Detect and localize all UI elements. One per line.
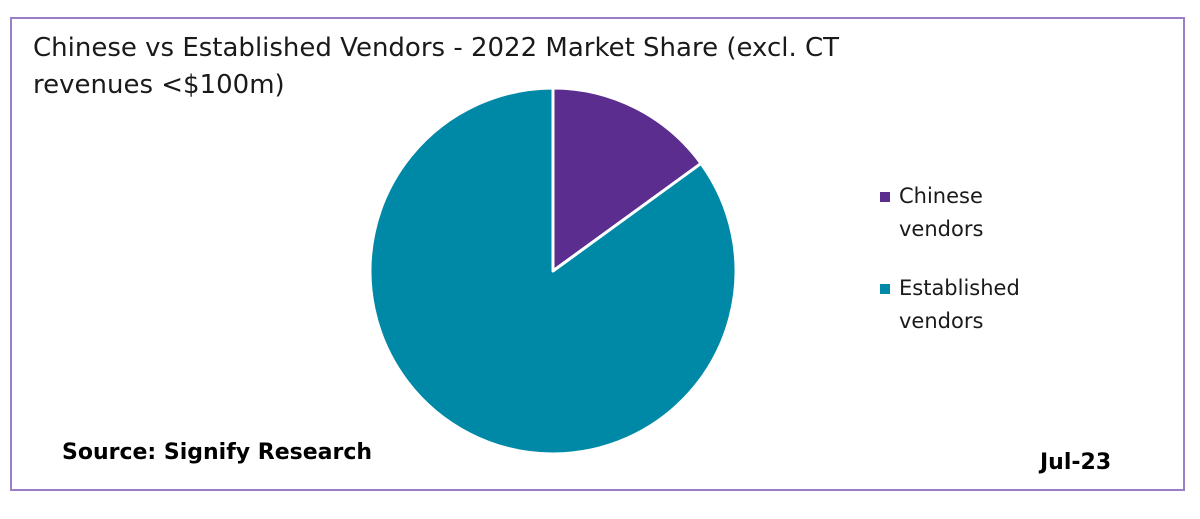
legend-swatch-chinese-vendors [880,192,890,202]
pie-slices [368,86,738,456]
legend-item-chinese-vendors: Chinese vendors [880,180,1059,246]
chart-title: Chinese vs Established Vendors - 2022 Ma… [33,33,840,100]
legend-label-chinese-vendors: Chinese vendors [899,184,984,241]
pie-slice-chinese-vendors [551,86,703,273]
pie-slice-established-vendors [368,86,738,456]
legend-label-established-vendors: Established vendors [899,276,1020,333]
source-note: Source: Signify Research [62,440,373,465]
legend-swatch-established-vendors [880,284,890,294]
date-note: Jul-23 [1040,450,1112,475]
legend-item-established-vendors: Established vendors [880,272,1059,338]
chart-legend: Chinese vendors Established vendors [880,180,1059,364]
